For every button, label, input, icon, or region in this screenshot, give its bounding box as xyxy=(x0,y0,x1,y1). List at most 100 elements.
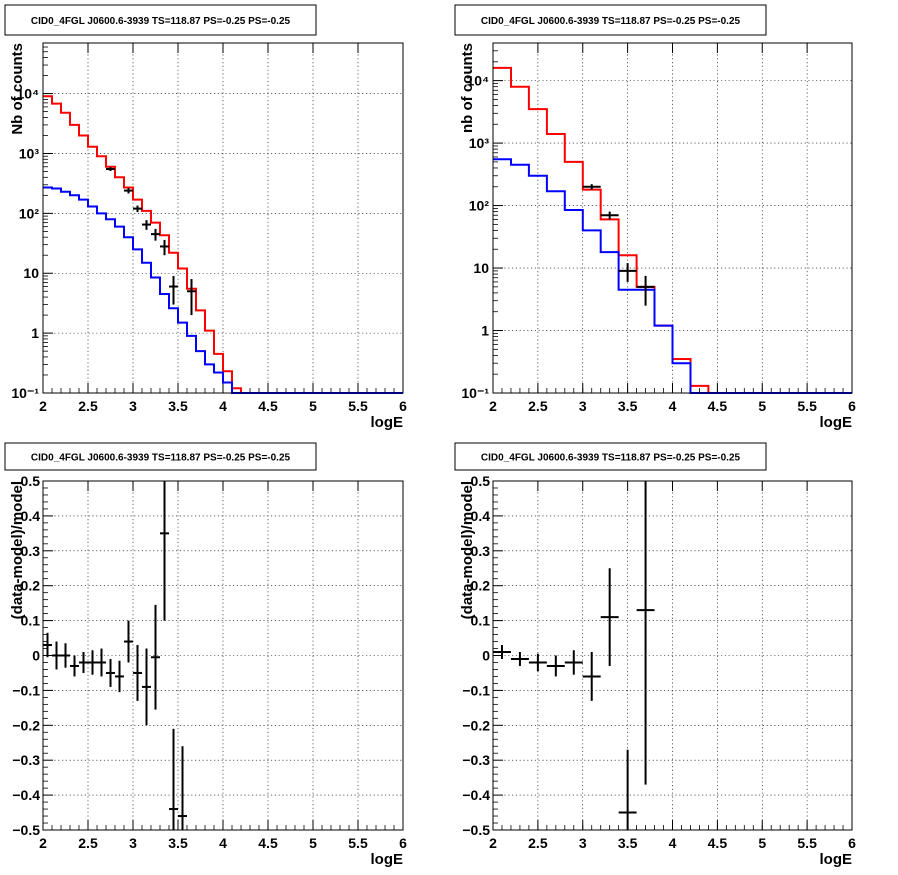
data-point xyxy=(636,481,655,785)
data-point xyxy=(43,632,52,658)
x-tick-label: 5.5 xyxy=(797,835,817,851)
data-point xyxy=(178,746,187,830)
chart-title: CID0_4FGL J0600.6-3939 TS=118.87 PS=-0.2… xyxy=(31,16,291,27)
y-tick-label: −0.3 xyxy=(462,752,490,768)
plot-frame xyxy=(492,480,853,831)
y-tick-label: 10⁴ xyxy=(467,73,490,89)
data-point xyxy=(564,650,583,675)
y-tick-label: −0.4 xyxy=(12,787,40,803)
y-tick-label: 10³ xyxy=(19,145,40,161)
y-tick-label: 0.3 xyxy=(21,543,41,559)
y-tick-label: 0 xyxy=(32,648,40,664)
y-axis-title: Nb of counts xyxy=(9,43,26,135)
data-point xyxy=(52,641,61,670)
x-tick-label: 4 xyxy=(219,835,227,851)
y-tick-label: −0.4 xyxy=(462,787,490,803)
chart-panel-3: CID0_4FGL J0600.6-3939 TS=118.87 PS=-0.2… xyxy=(4,442,407,868)
x-tick-label: 3.5 xyxy=(168,835,188,851)
x-axis-title: logE xyxy=(820,414,853,431)
data-point xyxy=(510,652,529,666)
data-point xyxy=(79,652,88,673)
x-axis-title: logE xyxy=(371,851,404,868)
data-point xyxy=(151,604,160,710)
chart-title: CID0_4FGL J0600.6-3939 TS=118.87 PS=-0.2… xyxy=(481,16,741,27)
x-axis-title: logE xyxy=(820,851,853,868)
data-point xyxy=(133,645,142,701)
data-point xyxy=(151,228,160,241)
x-tick-label: 4.5 xyxy=(708,398,728,414)
y-axis-title: (data-model)/model xyxy=(9,481,26,619)
y-tick-label: 1 xyxy=(31,325,39,341)
y-tick-label: 10² xyxy=(469,198,490,214)
data-point xyxy=(582,652,601,701)
x-tick-label: 6 xyxy=(399,398,407,414)
data-point xyxy=(133,205,142,213)
y-tick-label: 10³ xyxy=(469,135,490,151)
x-tick-label: 2 xyxy=(489,835,497,851)
data-point xyxy=(618,749,637,830)
x-axis-title: logE xyxy=(371,414,404,431)
x-tick-label: 3.5 xyxy=(618,835,638,851)
chart-panel-2: CID0_4FGL J0600.6-3939 TS=118.87 PS=-0.2… xyxy=(454,4,856,431)
background-histogram xyxy=(493,158,852,394)
title-box xyxy=(454,442,767,471)
title-box xyxy=(454,4,767,36)
data-point xyxy=(115,660,124,693)
x-tick-label: 3 xyxy=(129,398,137,414)
data-point xyxy=(582,184,601,190)
y-tick-label: 0.4 xyxy=(21,508,41,524)
plot-frame xyxy=(42,42,404,394)
data-point xyxy=(106,167,115,171)
title-box xyxy=(4,4,317,36)
x-tick-label: 6 xyxy=(399,835,407,851)
y-tick-label: 0 xyxy=(482,648,490,664)
data-point xyxy=(160,481,169,621)
x-tick-label: 3 xyxy=(129,835,137,851)
x-tick-label: 2.5 xyxy=(78,835,98,851)
y-tick-label: 10 xyxy=(473,260,489,276)
y-tick-label: 0.4 xyxy=(471,508,491,524)
data-point xyxy=(636,275,655,306)
data-point xyxy=(142,648,151,726)
data-point xyxy=(528,653,547,672)
y-tick-label: 0.1 xyxy=(471,613,491,629)
data-point xyxy=(600,568,619,666)
x-tick-label: 4 xyxy=(219,398,227,414)
x-tick-label: 4 xyxy=(669,835,677,851)
y-tick-label: −0.2 xyxy=(12,717,40,733)
y-tick-label: −0.2 xyxy=(462,717,490,733)
x-tick-label: 4.5 xyxy=(708,835,728,851)
data-point xyxy=(493,645,511,659)
x-tick-label: 2 xyxy=(39,398,47,414)
data-point xyxy=(618,263,637,282)
title-box xyxy=(4,442,317,471)
data-point xyxy=(600,211,619,220)
x-tick-label: 4.5 xyxy=(258,398,278,414)
x-tick-label: 6 xyxy=(848,398,856,414)
x-tick-label: 5 xyxy=(309,835,317,851)
x-tick-label: 5 xyxy=(309,398,317,414)
chart-panel-4: CID0_4FGL J0600.6-3939 TS=118.87 PS=-0.2… xyxy=(454,442,856,868)
y-tick-label: 0.5 xyxy=(471,473,491,489)
x-tick-label: 3.5 xyxy=(618,398,638,414)
x-tick-label: 4 xyxy=(669,398,677,414)
x-tick-label: 5.5 xyxy=(348,835,368,851)
data-point xyxy=(88,650,97,675)
data-point xyxy=(160,239,169,256)
y-tick-label: 10⁻¹ xyxy=(11,385,39,401)
data-point xyxy=(546,655,565,677)
y-tick-label: 10⁻¹ xyxy=(461,385,489,401)
data-point xyxy=(61,643,70,668)
x-tick-label: 4.5 xyxy=(258,835,278,851)
data-point xyxy=(124,188,133,194)
y-tick-label: −0.1 xyxy=(12,682,40,698)
chart-title: CID0_4FGL J0600.6-3939 TS=118.87 PS=-0.2… xyxy=(31,453,291,464)
x-tick-label: 6 xyxy=(848,835,856,851)
plot-frame xyxy=(42,480,404,831)
y-tick-label: 10² xyxy=(19,205,40,221)
data-point xyxy=(187,279,196,316)
x-tick-label: 3 xyxy=(579,835,587,851)
x-tick-label: 3 xyxy=(579,398,587,414)
y-tick-label: −0.3 xyxy=(12,752,40,768)
